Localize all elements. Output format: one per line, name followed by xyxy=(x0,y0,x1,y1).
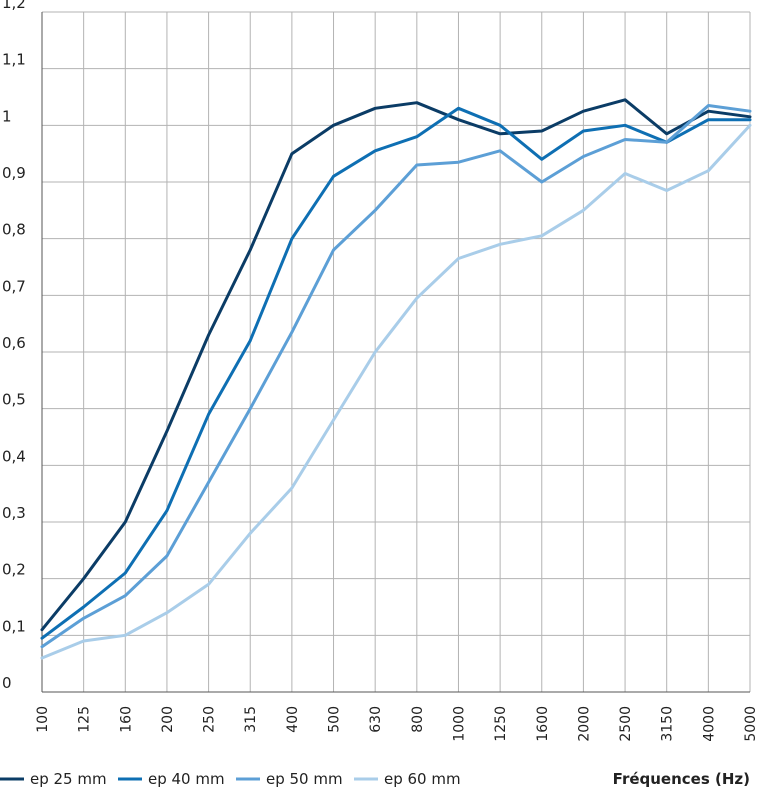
x-tick-label: 2000 xyxy=(576,706,592,742)
y-tick-label: 0 xyxy=(2,674,12,692)
y-tick-label: 0,7 xyxy=(2,277,26,295)
x-tick-label: 125 xyxy=(77,706,93,733)
x-tick-label: 250 xyxy=(202,706,218,733)
legend: ep 25 mm ep 40 mm ep 50 mm ep 60 mm xyxy=(0,770,461,788)
x-tick-labels: 100 125 160 200 250 315 400 500 630 800 1000 1250 16… xyxy=(35,706,759,742)
x-tick-label: 315 xyxy=(243,706,259,733)
x-tick-label: 1250 xyxy=(493,706,509,742)
x-tick-label: 630 xyxy=(368,706,384,733)
y-tick-label: 0,4 xyxy=(2,447,26,465)
series-line-1 xyxy=(40,98,752,632)
x-tick-label: 1600 xyxy=(535,706,551,742)
x-tick-label: 1000 xyxy=(451,706,467,742)
legend-label: ep 25 mm xyxy=(30,770,107,788)
x-axis-label: Fréquences (Hz) xyxy=(613,770,750,788)
y-tick-label: 0,2 xyxy=(2,561,26,579)
x-tick-label: 100 xyxy=(35,706,51,733)
x-tick-label: 160 xyxy=(118,706,134,733)
y-tick-label: 0,8 xyxy=(2,221,26,239)
y-tick-label: 1 xyxy=(2,107,12,125)
series-layer xyxy=(40,98,752,660)
x-tick-label: 4000 xyxy=(701,706,717,742)
legend-label: ep 40 mm xyxy=(148,770,225,788)
y-tick-labels: 0 0,1 0,2 0,3 0,4 0,5 0,6 0,7 0,8 0,9 1 1,1 1,2 xyxy=(2,0,26,692)
y-tick-label: 1,1 xyxy=(2,51,26,69)
x-tick-label: 400 xyxy=(285,706,301,733)
y-tick-label: 1,2 xyxy=(2,0,26,12)
y-tick-label: 0,3 xyxy=(2,504,26,522)
series-line-3 xyxy=(40,104,752,649)
x-tick-label: 3150 xyxy=(660,706,676,742)
series-line-2 xyxy=(40,106,752,640)
x-tick-label: 500 xyxy=(327,706,343,733)
x-tick-label: 5000 xyxy=(743,706,759,742)
y-tick-label: 0,9 xyxy=(2,164,26,182)
legend-label: ep 60 mm xyxy=(384,770,461,788)
axis-layer xyxy=(41,12,750,693)
legend-label: ep 50 mm xyxy=(266,770,343,788)
x-tick-label: 200 xyxy=(160,706,176,733)
y-tick-label: 0,5 xyxy=(2,391,26,409)
x-tick-label: 2500 xyxy=(618,706,634,742)
series-line-4 xyxy=(40,123,752,660)
x-tick-label: 800 xyxy=(410,706,426,733)
y-tick-label: 0,1 xyxy=(2,617,26,635)
y-tick-label: 0,6 xyxy=(2,334,26,352)
